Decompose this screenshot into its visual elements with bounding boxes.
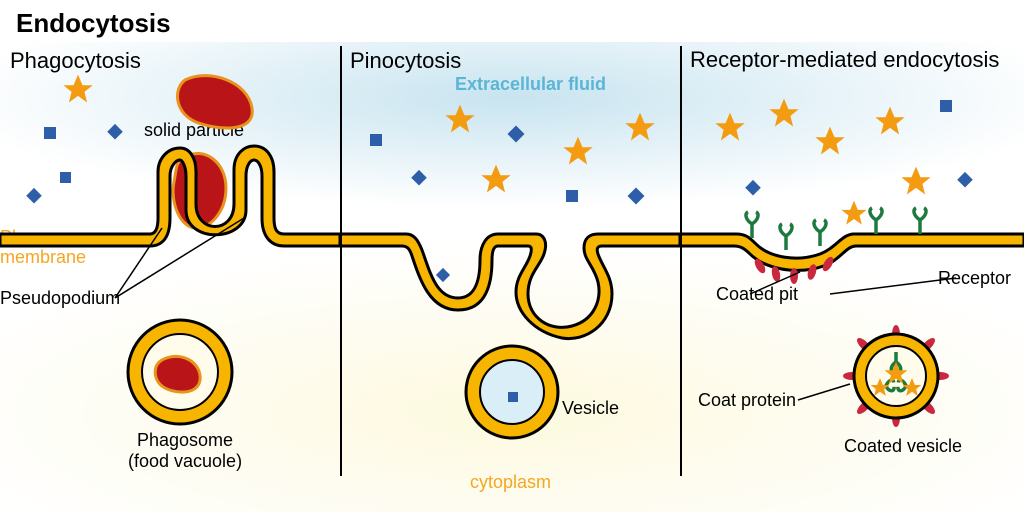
phagosome: [128, 320, 232, 424]
star-in-receptor: [841, 201, 866, 225]
star-icon: [625, 113, 654, 141]
pointer-pseudopodium: [115, 218, 244, 298]
main-title: Endocytosis: [0, 0, 1024, 43]
panel-divider-2: [680, 46, 682, 476]
diamond-icon: [26, 188, 42, 204]
star-icon: [63, 75, 92, 103]
star-icon: [445, 105, 474, 133]
square-icon: [940, 100, 952, 112]
coated-vesicle: [843, 325, 949, 427]
plasma-membrane-pino: [340, 234, 680, 339]
diamond-icon: [436, 268, 450, 282]
diamond-icon: [411, 170, 427, 186]
star-icon: [481, 165, 510, 193]
panel-receptor: Receptor-mediated endocytosis: [680, 42, 1024, 512]
plasma-membrane-receptor: [680, 234, 1024, 270]
square-icon: [60, 172, 71, 183]
phagocytosis-svg: [0, 42, 340, 512]
panel-phagocytosis: Phagocytosis solid particle P: [0, 42, 340, 512]
square-icon: [44, 127, 56, 139]
solid-particle-icon: [177, 76, 252, 128]
panel-pinocytosis: Pinocytosis Extracellular fluid Vesicle: [340, 42, 680, 512]
diamond-icon: [628, 188, 645, 205]
diamond-icon: [107, 124, 123, 140]
square-icon: [566, 190, 578, 202]
star-icon: [875, 107, 904, 135]
star-icon: [901, 167, 930, 195]
star-icon: [563, 137, 592, 165]
diamond-icon: [745, 180, 761, 196]
star-icon: [815, 127, 844, 155]
diamond-icon: [508, 126, 525, 143]
star-icon: [715, 113, 744, 141]
panel-container: Phagocytosis solid particle P: [0, 42, 1024, 512]
panel-divider-1: [340, 46, 342, 476]
receptor-svg: [680, 42, 1024, 512]
pinocytosis-svg: [340, 42, 680, 512]
pointer-coat-protein: [798, 384, 850, 400]
pino-vesicle: [466, 346, 558, 438]
diamond-icon: [957, 172, 973, 188]
pointer-receptor: [830, 278, 956, 294]
star-icon: [769, 99, 798, 127]
square-icon: [370, 134, 382, 146]
plasma-membrane: [0, 146, 340, 246]
